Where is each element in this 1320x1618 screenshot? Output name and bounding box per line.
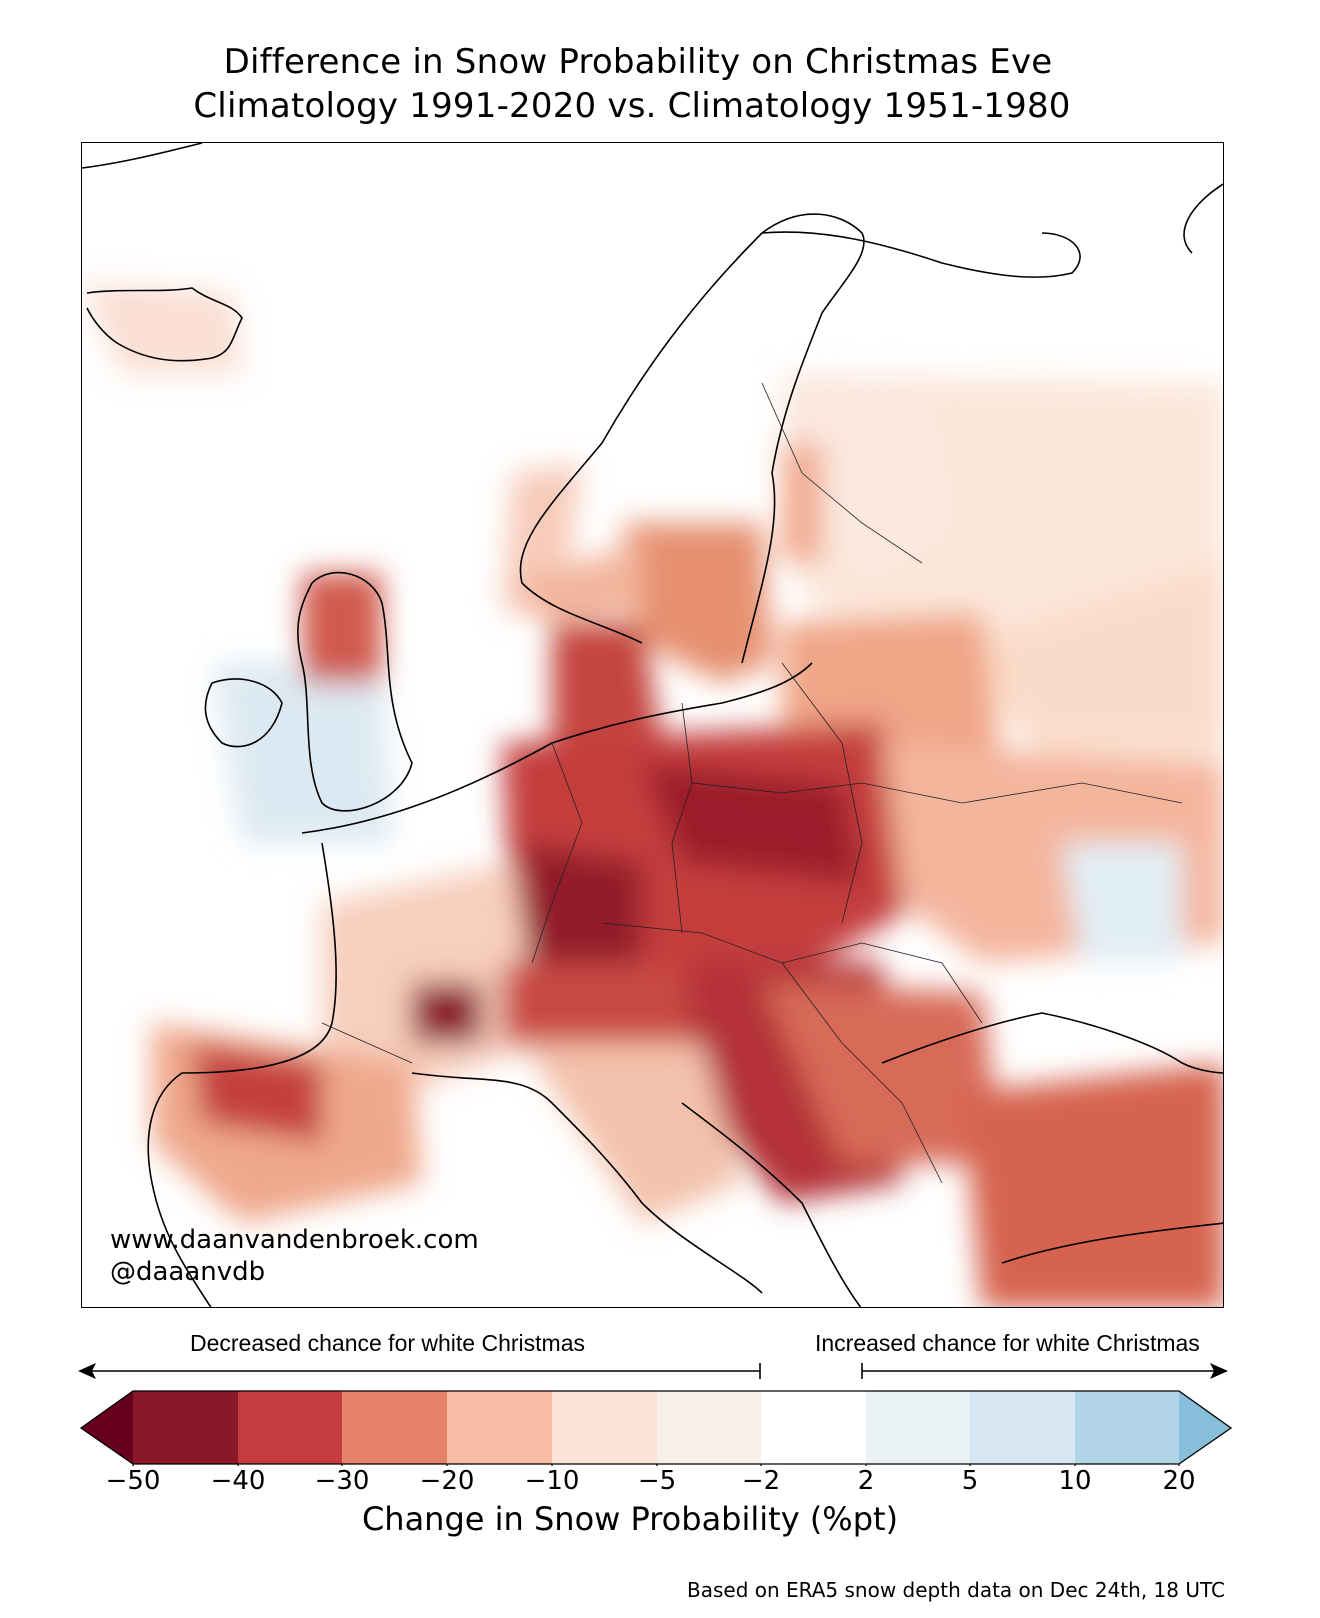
colorbar-label-container: Change in Snow Probability (%pt) [0, 1500, 1320, 1538]
watermark-url: www.daanvandenbroek.com [110, 1225, 479, 1255]
country-borders [321, 382, 1183, 1184]
colorbar-tick: −10 [524, 1466, 580, 1496]
colorbar-tick: −40 [210, 1466, 266, 1496]
increased-arrow [861, 1363, 1228, 1379]
increased-label: Increased chance for white Christmas [815, 1330, 1200, 1356]
colorbar-label: Change in Snow Probability (%pt) [361, 1500, 899, 1538]
europe-map [81, 142, 1224, 1308]
chart-title-line2: Climatology 1991-2020 vs. Climatology 19… [193, 86, 1071, 126]
heatmap-fill [82, 283, 1223, 1307]
colorbar-tick: −30 [314, 1466, 370, 1496]
decreased-arrow [78, 1363, 761, 1379]
colorbar-tick: −20 [419, 1466, 475, 1496]
colorbar-extend-low [81, 1391, 133, 1464]
colorbar [79, 1390, 1233, 1466]
chart-title-line1: Difference in Snow Probability on Christ… [223, 42, 1053, 82]
colorbar-tick: 2 [857, 1466, 875, 1496]
watermark-handle: @daaanvdb [110, 1257, 266, 1287]
colorbar-tick: 10 [1058, 1466, 1092, 1496]
map-heatmap [82, 143, 1223, 1307]
colorbar-tick: 20 [1162, 1466, 1196, 1496]
colorbar-extend-high [1179, 1391, 1231, 1464]
decreased-label: Decreased chance for white Christmas [190, 1330, 585, 1356]
colorbar-tick: 5 [961, 1466, 979, 1496]
direction-arrows [78, 1363, 1228, 1379]
colorbar-tick: −2 [741, 1466, 781, 1496]
colorbar-tick: −50 [105, 1466, 161, 1496]
coastlines [82, 143, 1223, 1307]
colorbar-tick: −5 [637, 1466, 677, 1496]
data-source-note: Based on ERA5 snow depth data on Dec 24t… [687, 1578, 1225, 1602]
